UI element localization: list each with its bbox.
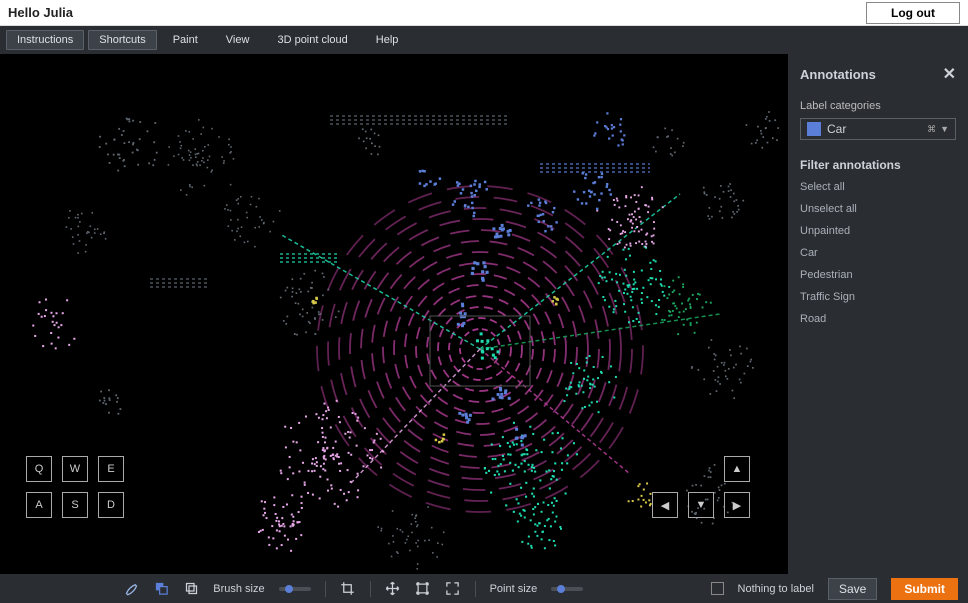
wasd-keys: Q W E A S D [26, 456, 124, 518]
nav-down-button[interactable]: ▼ [688, 492, 714, 518]
brush-size-slider[interactable] [279, 587, 311, 591]
submit-button[interactable]: Submit [891, 578, 958, 600]
filter-item[interactable]: Pedestrian [788, 264, 968, 286]
key-d[interactable]: D [98, 492, 124, 518]
filter-list: Select allUnselect allUnpaintedCarPedest… [788, 176, 968, 330]
crop-icon[interactable] [340, 581, 356, 597]
close-icon[interactable]: ✕ [943, 64, 956, 84]
sidebar-header: Annotations ✕ [788, 54, 968, 94]
move-icon[interactable] [385, 581, 401, 597]
key-w[interactable]: W [62, 456, 88, 482]
filter-item[interactable]: Traffic Sign [788, 286, 968, 308]
point-size-slider[interactable] [551, 587, 583, 591]
main-area: Q W E A S D ▲ ◀ ▼ ▶ Annotations ✕ Label … [0, 54, 968, 574]
fullscreen-icon[interactable] [445, 581, 461, 597]
greeting-text: Hello Julia [8, 5, 73, 20]
sidebar-title: Annotations [800, 67, 876, 82]
label-categories-section: Label categories Car ⌘▼ [788, 94, 968, 150]
point-size-label: Point size [490, 583, 538, 595]
shortcuts-button[interactable]: Shortcuts [88, 30, 156, 50]
key-a[interactable]: A [26, 492, 52, 518]
category-selected: Car [827, 122, 921, 136]
logout-button[interactable]: Log out [866, 2, 960, 24]
divider [370, 581, 371, 597]
point-cloud-menu[interactable]: 3D point cloud [265, 31, 359, 49]
filter-item[interactable]: Select all [788, 176, 968, 198]
nothing-to-label-text: Nothing to label [738, 583, 814, 595]
dropdown-icons: ⌘▼ [927, 124, 949, 135]
nothing-to-label-checkbox[interactable] [711, 582, 724, 595]
filter-item[interactable]: Unselect all [788, 198, 968, 220]
save-button[interactable]: Save [828, 578, 877, 600]
filter-item[interactable]: Road [788, 308, 968, 330]
nav-arrows: ▲ ◀ ▼ ▶ [652, 456, 750, 518]
shortcut-icon: ⌘ [927, 124, 936, 135]
layers-icon[interactable] [153, 581, 169, 597]
help-menu[interactable]: Help [364, 31, 411, 49]
view-menu[interactable]: View [214, 31, 262, 49]
bounding-box-icon[interactable] [415, 581, 431, 597]
divider [325, 581, 326, 597]
key-e[interactable]: E [98, 456, 124, 482]
chevron-down-icon: ▼ [940, 124, 949, 135]
key-q[interactable]: Q [26, 456, 52, 482]
instructions-button[interactable]: Instructions [6, 30, 84, 50]
nav-up-button[interactable]: ▲ [724, 456, 750, 482]
brush-size-label: Brush size [213, 583, 264, 595]
footer-toolbar: Brush size Point size Nothing to label S… [0, 574, 968, 603]
annotations-sidebar: Annotations ✕ Label categories Car ⌘▼ Fi… [788, 54, 968, 574]
category-dropdown[interactable]: Car ⌘▼ [800, 118, 956, 140]
copy-icon[interactable] [183, 581, 199, 597]
label-categories-label: Label categories [800, 100, 956, 112]
nav-right-button[interactable]: ▶ [724, 492, 750, 518]
nav-left-button[interactable]: ◀ [652, 492, 678, 518]
key-s[interactable]: S [62, 492, 88, 518]
filter-item[interactable]: Car [788, 242, 968, 264]
point-cloud-canvas[interactable]: Q W E A S D ▲ ◀ ▼ ▶ [0, 54, 788, 574]
category-swatch [807, 122, 821, 136]
divider [475, 581, 476, 597]
paint-menu[interactable]: Paint [161, 31, 210, 49]
brush-tool-icon[interactable] [123, 581, 139, 597]
filter-item[interactable]: Unpainted [788, 220, 968, 242]
toolbar: Instructions Shortcuts Paint View 3D poi… [0, 26, 968, 54]
header-bar: Hello Julia Log out [0, 0, 968, 26]
filter-annotations-label: Filter annotations [788, 150, 968, 176]
